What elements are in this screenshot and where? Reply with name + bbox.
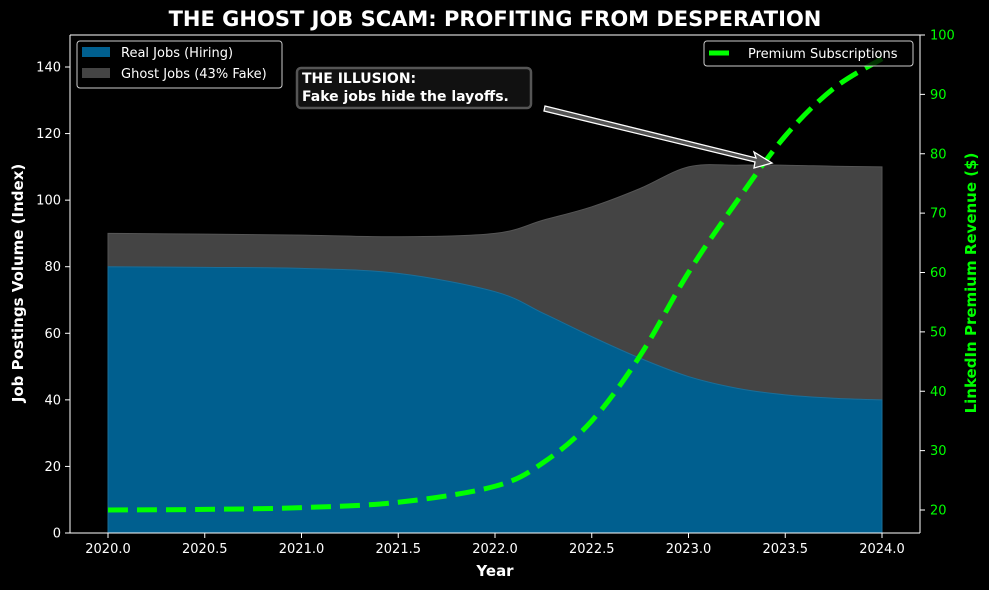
annotation-line1: THE ILLUSION: (302, 71, 416, 87)
annotation-box (295, 66, 533, 110)
y2-tick-label: 90 (930, 88, 947, 103)
x-tick-label: 2021.5 (376, 542, 422, 557)
y-tick-label: 40 (44, 393, 61, 408)
stacked-areas (107, 164, 883, 534)
x-tick-label: 2022.5 (569, 542, 615, 557)
y-tick-label: 60 (44, 327, 61, 342)
legend-label-ghost: Ghost Jobs (43% Fake) (121, 67, 267, 82)
x-tick-label: 2023.5 (763, 542, 809, 557)
x-tick-label: 2020.0 (85, 542, 131, 557)
y-tick-label: 0 (53, 527, 61, 542)
x-tick-label: 2023.0 (666, 542, 712, 557)
y-tick-label: 100 (36, 194, 61, 209)
y2-tick-label: 40 (930, 385, 947, 400)
chart-title: THE GHOST JOB SCAM: PROFITING FROM DESPE… (169, 7, 822, 31)
x-tick-label: 2020.5 (182, 542, 228, 557)
y-axis-label: Job Postings Volume (Index) (9, 164, 27, 403)
legend-label-real: Real Jobs (Hiring) (121, 46, 233, 61)
real-jobs-area (107, 266, 883, 534)
x-axis-label: Year (475, 562, 514, 580)
legend-swatch-ghost (82, 68, 110, 78)
premium-subscriptions-line (107, 56, 884, 513)
x-tick-label: 2024.0 (859, 542, 905, 557)
annotation: THE ILLUSION: Fake jobs hide the layoffs… (295, 66, 774, 169)
x-axis-ticks: 2020.0 2020.5 2021.0 2021.5 2022.0 2022.5 2023… (85, 533, 905, 557)
annotation-line2: Fake jobs hide the layoffs. (302, 89, 509, 105)
legend-label-premium: Premium Subscriptions (748, 47, 898, 62)
x-tick-label: 2022.0 (472, 542, 518, 557)
legend-swatch-real (82, 47, 110, 57)
y2-axis-label: LinkedIn Premium Revenue ($) (962, 153, 980, 414)
y-tick-label: 120 (36, 127, 61, 142)
legend-left: Real Jobs (Hiring) Ghost Jobs (43% Fake) (76, 40, 283, 89)
y2-tick-label: 60 (930, 266, 947, 281)
legend-right: Premium Subscriptions (703, 40, 914, 67)
y2-axis-ticks: 20 30 40 50 60 70 80 90 100 (920, 29, 955, 519)
y-tick-label: 80 (44, 260, 61, 275)
y2-tick-label: 20 (930, 504, 947, 519)
x-tick-label: 2021.0 (279, 542, 325, 557)
annotation-arrow-icon (543, 105, 774, 169)
y-tick-label: 140 (36, 61, 61, 76)
y-axis-ticks: 0 20 40 60 80 100 120 140 (36, 61, 70, 542)
y-tick-label: 20 (44, 460, 61, 475)
y2-tick-label: 100 (930, 29, 955, 44)
y2-tick-label: 30 (930, 444, 947, 459)
y2-tick-label: 50 (930, 325, 947, 340)
y2-tick-label: 70 (930, 207, 947, 222)
y2-tick-label: 80 (930, 147, 947, 162)
